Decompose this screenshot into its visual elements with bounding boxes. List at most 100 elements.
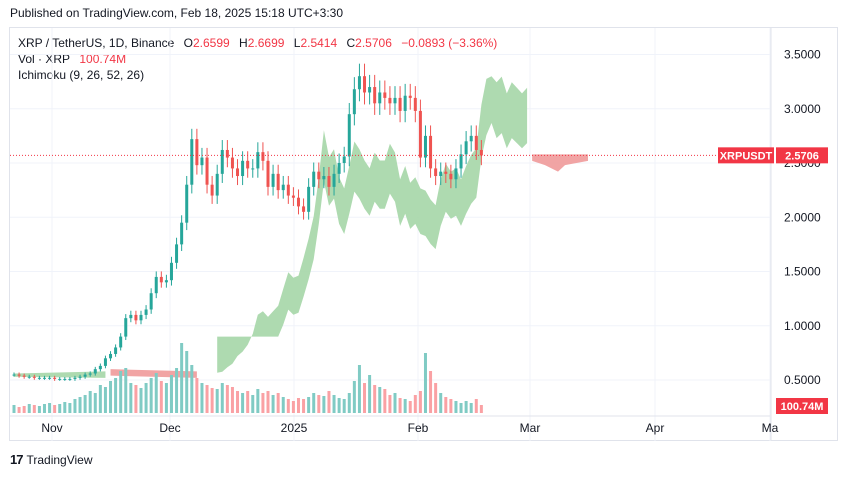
candle-body: [200, 157, 204, 166]
candle-body: [195, 139, 199, 166]
last-price-symbol-box: [718, 147, 774, 164]
candle-body: [286, 184, 290, 196]
volume-bar: [12, 405, 16, 413]
legend-volume-label: Vol · XRP: [18, 52, 71, 66]
volume-bar: [195, 378, 199, 413]
volume-bar: [423, 353, 427, 413]
candle-body: [449, 173, 453, 180]
volume-bar: [286, 399, 290, 413]
volume-bar: [17, 407, 21, 413]
candle-body: [423, 135, 427, 158]
volume-bar: [403, 399, 407, 413]
volume-bar: [53, 405, 57, 413]
ichimoku-cloud-bullish-early: [14, 371, 106, 378]
candle-body: [337, 163, 341, 174]
volume-bar: [48, 403, 52, 413]
volume-bar: [42, 404, 46, 413]
candle-body: [479, 149, 483, 156]
volume-bar: [444, 397, 448, 413]
candle-body: [190, 139, 194, 185]
volume-value-box: [776, 398, 828, 414]
candle-body: [474, 135, 478, 150]
volume-bar: [73, 399, 77, 413]
volume-bar: [154, 373, 158, 413]
volume-bar: [78, 397, 82, 413]
legend-low-label: L: [293, 36, 301, 50]
candle-body: [352, 89, 356, 115]
volume-bar: [83, 395, 87, 413]
volume-bar: [352, 381, 356, 413]
candle-body: [58, 378, 62, 380]
candle-body: [434, 168, 438, 177]
volume-bar: [185, 351, 189, 413]
candle-body: [312, 171, 316, 187]
candle-body: [93, 369, 97, 374]
candle-body: [164, 280, 168, 283]
y-tick-label: 1.0000: [784, 319, 821, 333]
volume-bar: [459, 403, 463, 413]
candle-body: [154, 276, 158, 294]
volume-bar: [332, 395, 336, 413]
candle-body: [347, 114, 351, 157]
legend-change: −0.0893 (−3.36%): [401, 36, 498, 50]
y-tick-label: 0.5000: [784, 373, 821, 387]
candle-body: [103, 358, 107, 366]
last-price-value: 2.5706: [785, 150, 819, 162]
ichimoku-cloud-bearish-early: [110, 369, 197, 378]
candle-body: [185, 184, 189, 223]
volume-bar: [291, 401, 295, 413]
candle-body: [159, 276, 163, 283]
volume-bar: [479, 405, 483, 413]
y-tick-label: 2.0000: [784, 210, 821, 224]
legend-close-label: C: [346, 36, 356, 50]
published-note: Published on TradingView.com, Feb 18, 20…: [10, 6, 343, 20]
candle-body: [296, 197, 300, 207]
legend-ichimoku: Ichimoku (9, 26, 52, 26): [18, 68, 145, 82]
volume-bar: [180, 343, 184, 413]
candle-body: [332, 173, 336, 187]
volume-bar: [454, 401, 458, 413]
candle-body: [37, 377, 41, 379]
volume-bar: [398, 398, 402, 413]
x-tick-label: Feb: [408, 421, 429, 435]
legend-open-value: 2.6599: [193, 36, 230, 50]
volume-bar: [302, 399, 306, 413]
candle-body: [459, 154, 463, 169]
volume-bar: [220, 383, 224, 413]
volume-bar: [363, 383, 367, 413]
volume-bar: [114, 378, 118, 413]
volume-bar: [124, 368, 128, 413]
candle-body: [256, 152, 260, 169]
volume-bar: [251, 395, 255, 413]
candle-body: [357, 76, 361, 90]
candle-body: [78, 376, 82, 378]
volume-bar: [464, 401, 468, 413]
volume-bar: [164, 383, 168, 413]
volume-bar: [373, 385, 377, 413]
volume-bar: [68, 403, 72, 413]
footer: 17 TradingView: [10, 452, 93, 467]
candle-body: [68, 378, 72, 380]
candle-body: [17, 374, 21, 376]
volume-bar: [266, 391, 270, 413]
candle-body: [236, 168, 240, 177]
candle-body: [109, 353, 113, 359]
candle-body: [251, 168, 255, 170]
candle-body: [139, 314, 143, 321]
candle-body: [393, 97, 397, 104]
x-tick-label: Mar: [520, 421, 541, 435]
volume-bar: [317, 395, 321, 413]
volume-bar: [418, 391, 422, 413]
x-tick-label: Nov: [41, 421, 62, 435]
volume-bar: [307, 397, 311, 413]
candle-body: [98, 365, 102, 370]
candle-body: [114, 347, 118, 354]
volume-bar: [215, 389, 219, 413]
y-tick-label: 3.5000: [784, 48, 821, 62]
volume-bar: [327, 391, 331, 413]
volume-bar: [88, 391, 92, 413]
volume-bar: [357, 365, 361, 413]
candle-body: [180, 222, 184, 245]
candle-body: [418, 110, 422, 158]
